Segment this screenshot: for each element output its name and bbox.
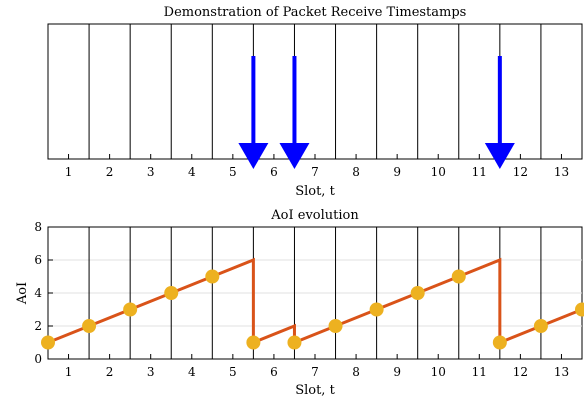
top-x-tick-label: 7 [311, 165, 319, 179]
bottom-x-tick-label: 2 [106, 365, 114, 379]
bottom-x-tick-label: 3 [147, 365, 155, 379]
arrow-head [484, 143, 515, 169]
aoi-marker [328, 319, 343, 333]
bottom-x-ticks: 1 2 3 4 5 6 7 8 9 10 11 12 13 [65, 354, 569, 379]
bottom-y-grid [48, 259, 582, 327]
receive-arrow [484, 56, 515, 169]
aoi-marker [451, 269, 466, 284]
aoi-marker [41, 335, 55, 350]
top-x-tick-label: 3 [147, 165, 155, 179]
top-x-tick-label: 2 [106, 165, 114, 179]
aoi-marker [575, 302, 584, 317]
bottom-x-tick-label: 1 [65, 365, 73, 379]
bottom-x-tick-label: 11 [472, 365, 487, 379]
top-x-tick-label: 10 [431, 165, 446, 179]
top-x-tick-label: 8 [352, 165, 360, 179]
aoi-marker [533, 319, 548, 333]
top-x-tick-label: 6 [270, 165, 278, 179]
top-axes-frame [47, 23, 583, 160]
bottom-x-tick-label: 4 [188, 365, 196, 379]
top-x-tick-label: 4 [188, 165, 196, 179]
bottom-x-tick-label: 9 [393, 365, 401, 379]
top-x-ticks: 1 2 3 4 5 6 7 8 9 10 11 12 13 [65, 154, 569, 179]
receive-arrow [238, 56, 269, 169]
bottom-x-tick-label: 5 [229, 365, 237, 379]
bottom-x-tick-label: 6 [270, 365, 278, 379]
bottom-x-tick-label: 12 [513, 365, 528, 379]
aoi-marker [123, 302, 138, 317]
aoi-markers [41, 269, 584, 350]
aoi-marker [287, 335, 302, 350]
bottom-y-tick-label: 4 [34, 286, 42, 300]
aoi-marker [205, 269, 220, 284]
top-x-tick-label: 13 [554, 165, 569, 179]
bottom-x-tick-label: 13 [554, 365, 569, 379]
bottom-y-ticks: 0 2 4 6 8 [34, 220, 53, 366]
bottom-y-tick-label: 0 [34, 352, 42, 366]
aoi-marker [82, 319, 97, 333]
aoi-marker [369, 302, 384, 317]
bottom-y-tick-label: 8 [34, 220, 42, 234]
aoi-marker [492, 335, 507, 350]
aoi-marker [410, 286, 425, 300]
bottom-x-tick-label: 7 [311, 365, 319, 379]
top-x-tick-label: 1 [65, 165, 73, 179]
timestamps-panel: Demonstration of Packet Receive Timestam… [47, 5, 583, 199]
aoi-marker [164, 286, 179, 300]
bottom-y-tick-label: 2 [34, 319, 42, 333]
bottom-x-tick-label: 8 [352, 365, 360, 379]
bottom-ylabel: AoI [15, 282, 30, 305]
top-x-tick-label: 9 [393, 165, 401, 179]
top-title: Demonstration of Packet Receive Timestam… [164, 5, 467, 20]
aoi-marker [246, 335, 261, 350]
top-x-tick-label: 5 [229, 165, 237, 179]
arrow-head [238, 143, 269, 169]
top-x-tick-label: 11 [472, 165, 487, 179]
bottom-x-tick-label: 10 [431, 365, 446, 379]
bottom-title: AoI evolution [270, 208, 359, 223]
receive-arrows [238, 56, 515, 169]
bottom-y-tick-label: 6 [34, 253, 42, 267]
receive-arrow [279, 56, 310, 169]
top-x-tick-label: 12 [513, 165, 528, 179]
top-xlabel: Slot, t [295, 184, 335, 199]
bottom-xlabel: Slot, t [295, 383, 335, 398]
arrow-head [279, 143, 310, 169]
